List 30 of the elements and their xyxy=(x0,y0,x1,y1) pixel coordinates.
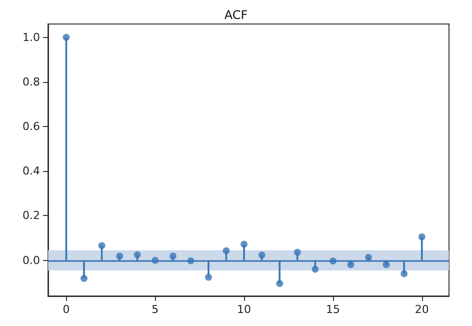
point xyxy=(365,254,372,261)
x-tick-label: 20 xyxy=(414,303,429,316)
y-tick-label: 1.0 xyxy=(22,30,40,44)
point xyxy=(240,240,248,248)
point xyxy=(276,280,284,288)
point xyxy=(62,34,70,41)
x-tick-label: 10 xyxy=(237,303,252,316)
point xyxy=(382,261,390,268)
point xyxy=(418,233,426,240)
point xyxy=(258,251,266,258)
point xyxy=(98,242,106,250)
point xyxy=(204,274,212,281)
y-tick-label: 0.0 xyxy=(22,254,40,267)
point xyxy=(80,274,88,282)
point xyxy=(294,248,301,256)
point xyxy=(169,252,176,260)
y-tick-label: 0.6 xyxy=(22,120,40,134)
point xyxy=(222,247,230,254)
point xyxy=(134,251,141,258)
y-tick-label: 0.8 xyxy=(22,75,40,88)
point xyxy=(400,270,408,278)
y-tick-label: 0.2 xyxy=(22,209,40,222)
x-tick-label: 0 xyxy=(62,303,70,316)
point xyxy=(312,266,319,273)
chart-title: ACF xyxy=(224,8,248,22)
y-tick-label: 0.4 xyxy=(22,164,40,178)
x-tick-label: 15 xyxy=(326,303,340,316)
x-tick-label: 5 xyxy=(152,303,159,316)
point xyxy=(116,252,124,260)
point xyxy=(347,261,354,268)
